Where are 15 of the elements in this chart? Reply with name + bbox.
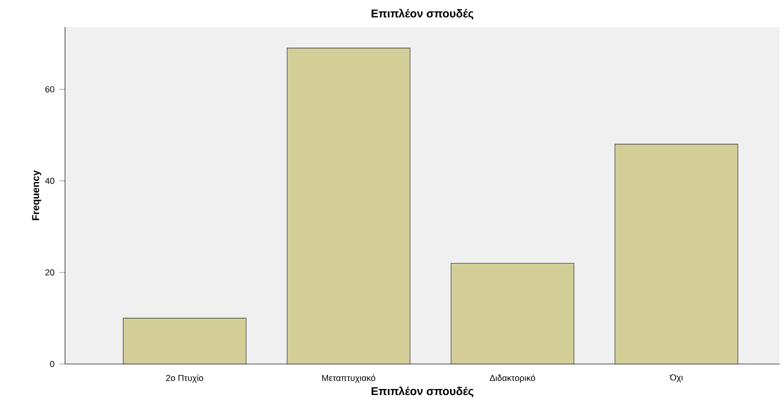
bar (614, 144, 738, 364)
y-tick-label: 60 (45, 86, 54, 92)
y-tick-label: 20 (45, 269, 54, 276)
y-tick-label: 40 (45, 178, 54, 184)
x-tick-label: 2ο Πτυχίο (166, 374, 204, 383)
x-tick-label: Διδακτορικό (490, 374, 536, 383)
y-tick-label: 0 (50, 361, 54, 368)
y-axis-title: Frequency (32, 170, 42, 220)
bar (450, 263, 574, 364)
x-tick-label: Όχι (670, 374, 683, 382)
x-tick-label: Μεταπτυχιακό (322, 374, 376, 383)
x-axis-title: Επιπλέον σπουδές (372, 386, 474, 398)
bar (122, 318, 246, 364)
chart-title: Επιπλέον σπουδές (372, 9, 474, 20)
bar (286, 48, 410, 364)
